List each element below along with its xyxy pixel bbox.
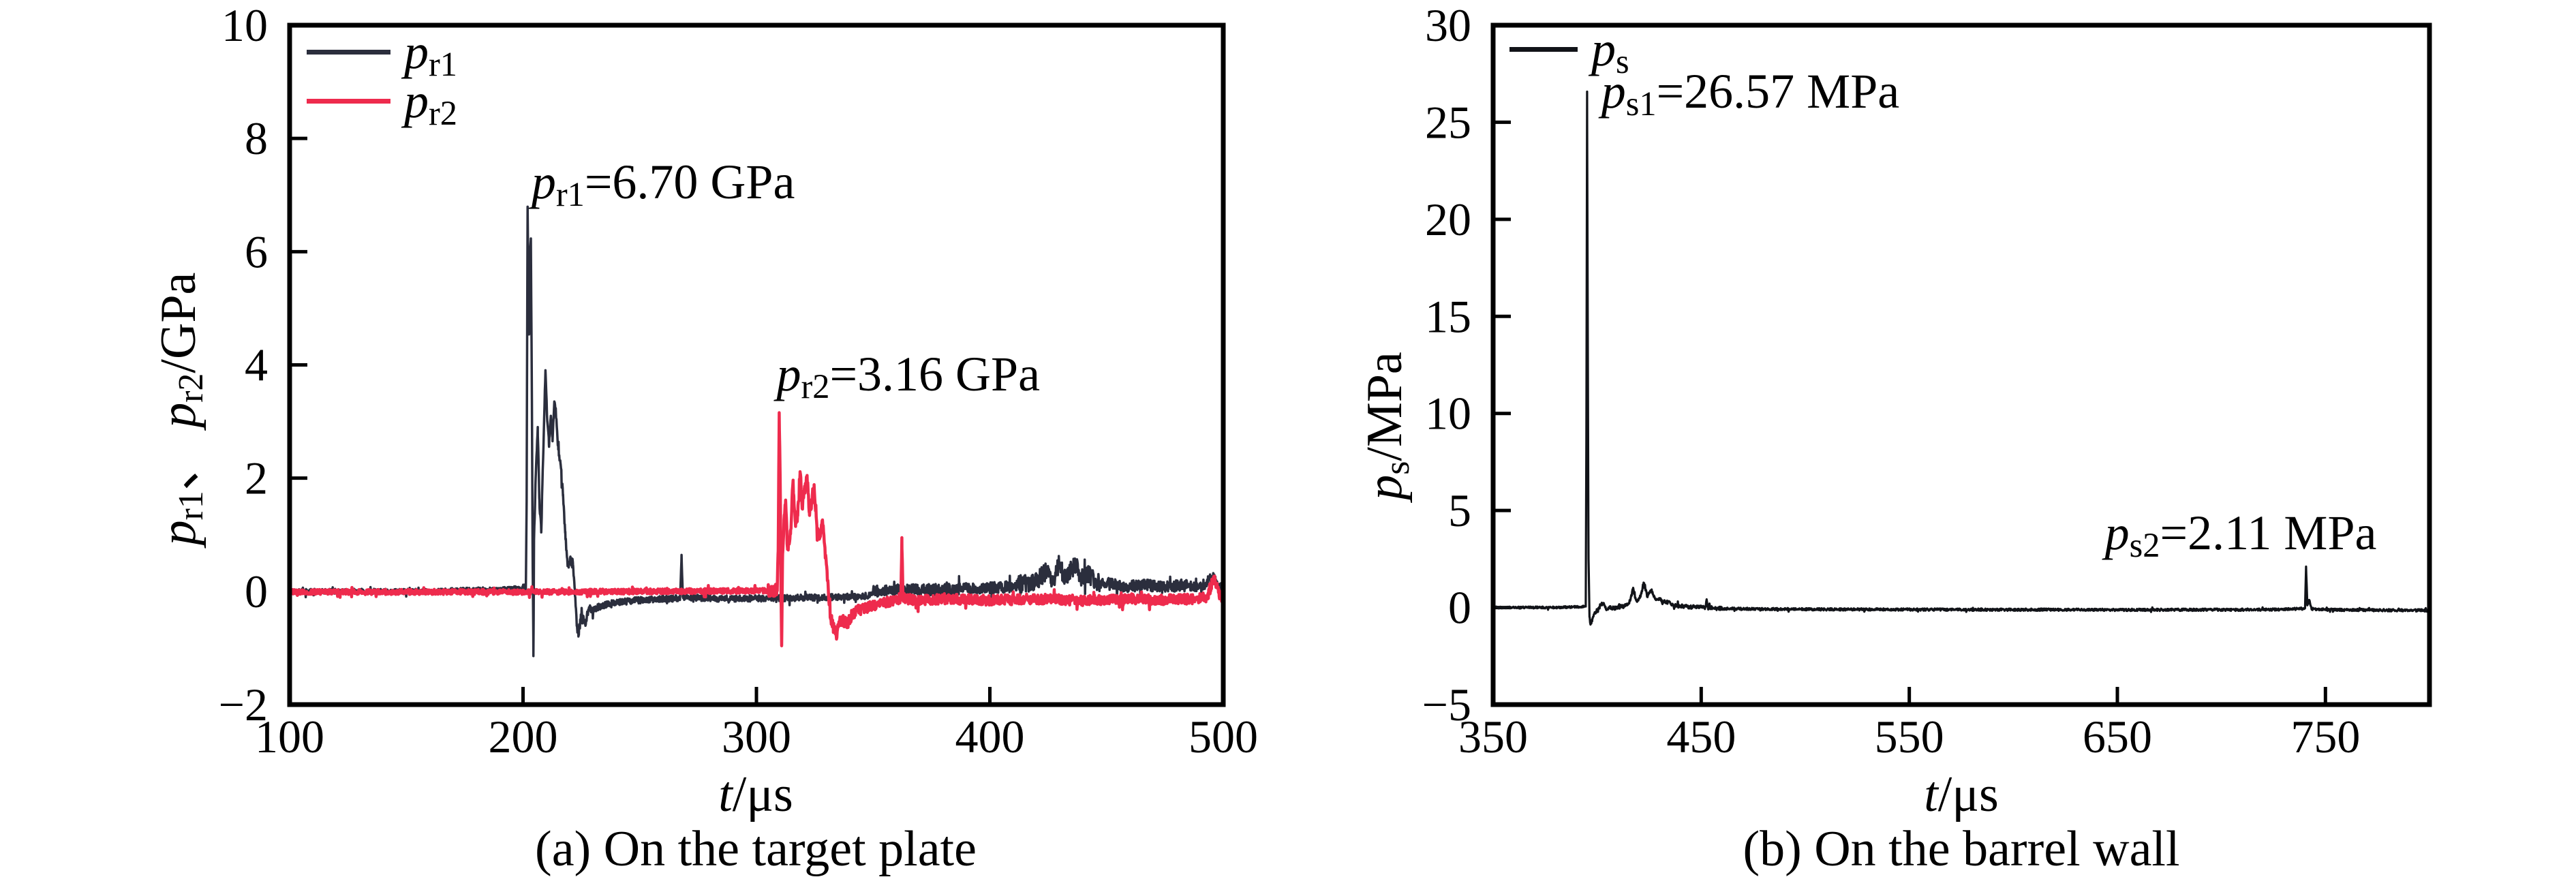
x-tick-label: 750 xyxy=(2290,711,2360,763)
x-tick-label: 100 xyxy=(255,711,324,763)
y-tick-label: 2 xyxy=(245,452,268,504)
legend-item-pr2: pr2 xyxy=(307,74,457,133)
panel-a-caption: (a) On the target plate xyxy=(535,821,977,877)
x-tick-label: 400 xyxy=(955,711,1025,763)
y-tick-label: 6 xyxy=(245,226,268,277)
trace-p_s xyxy=(1493,90,2429,626)
y-tick-label: −5 xyxy=(1422,679,1471,730)
legend-line-pr1 xyxy=(307,49,390,55)
legend-label-ps: ps xyxy=(1591,22,1629,81)
y-tick-label: 8 xyxy=(245,112,268,164)
panel-b-x-axis-label: t/μs xyxy=(1924,767,1999,822)
y-tick-label: 4 xyxy=(245,339,268,391)
panel-b-peak-annotation-ps1: ps1=26.57 MPa xyxy=(1601,64,1900,123)
x-tick-label: 300 xyxy=(722,711,791,763)
y-tick-label: 30 xyxy=(1425,0,1471,51)
x-tick-label: 450 xyxy=(1666,711,1736,763)
x-tick-label: 500 xyxy=(1189,711,1258,763)
panel-a-peak-annotation-pr1: pr1=6.70 GPa xyxy=(531,154,795,213)
panel-b-legend: ps xyxy=(1509,22,1629,81)
y-tick-label: 10 xyxy=(221,0,268,51)
panel-a-x-axis-label: t/μs xyxy=(718,767,793,822)
x-tick-label: 200 xyxy=(489,711,558,763)
y-tick-label: 20 xyxy=(1425,194,1471,245)
panel-a-y-axis-label: pr1、 pr2/GPa xyxy=(151,272,211,546)
plot-frame-a xyxy=(287,22,1226,707)
x-tick-label: 350 xyxy=(1458,711,1528,763)
legend-item-pr1: pr1 xyxy=(307,25,457,84)
legend-item-ps: ps xyxy=(1509,22,1629,81)
x-tick-label: 650 xyxy=(2083,711,2152,763)
panel-a-legend: pr1 pr2 xyxy=(307,25,457,133)
panel-b-caption: (b) On the barrel wall xyxy=(1743,821,2180,877)
x-tick-label: 550 xyxy=(1875,711,1944,763)
legend-label-pr1: pr1 xyxy=(404,25,457,84)
trace-p_r2 xyxy=(290,411,1223,647)
y-tick-label: 10 xyxy=(1425,388,1471,440)
y-tick-label: 25 xyxy=(1425,96,1471,148)
y-tick-label: 0 xyxy=(1448,582,1471,634)
legend-line-ps xyxy=(1509,46,1578,52)
y-tick-label: 0 xyxy=(245,566,268,617)
plot-frame-b xyxy=(1490,22,2432,707)
panel-b-y-axis-label: ps/MPa xyxy=(1357,352,1417,500)
y-tick-label: 5 xyxy=(1448,484,1471,536)
panel-b-peak-annotation-ps2: ps2=2.11 MPa xyxy=(2104,505,2377,564)
panel-a-peak-annotation-pr2: pr2=3.16 GPa xyxy=(776,347,1041,406)
legend-line-pr2 xyxy=(307,98,390,104)
legend-label-pr2: pr2 xyxy=(404,74,457,133)
y-tick-label: −2 xyxy=(219,679,268,730)
y-tick-label: 15 xyxy=(1425,290,1471,342)
